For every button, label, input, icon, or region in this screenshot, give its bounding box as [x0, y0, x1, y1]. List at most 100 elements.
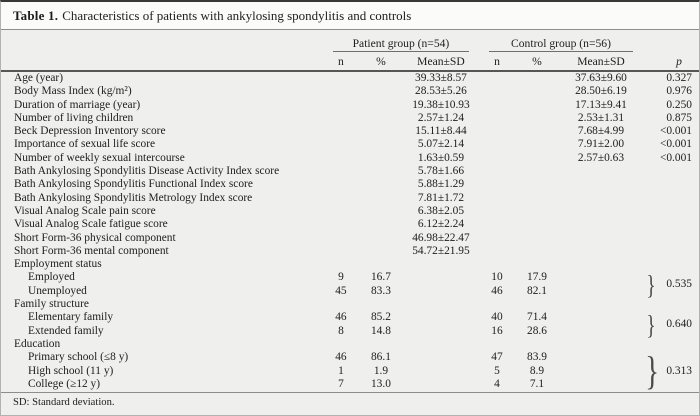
cell-percent: [515, 338, 559, 351]
cell-p-value: 0.976: [666, 85, 692, 98]
data-table: Patient group (n=54) Control group (n=56…: [1, 30, 699, 391]
col-header-n: n: [322, 52, 359, 72]
row-label: Duration of marriage (year): [14, 98, 141, 111]
table-row: College (≥12 y) 7 13.0 4 7.1: [1, 378, 699, 391]
cell-mean-sd: [403, 298, 479, 311]
row-label: Employment status: [14, 258, 102, 271]
cell-mean-sd: 39.33±8.57: [415, 72, 467, 84]
row-label: Elementary family: [28, 311, 114, 324]
col-header-pct: %: [358, 52, 403, 72]
cell-percent: [359, 138, 403, 151]
patient-group-cell: Patient group (n=54): [323, 30, 479, 52]
brace-cell: [643, 178, 659, 191]
cell-mean-sd: [403, 378, 479, 391]
cell-percent: [359, 258, 403, 271]
cell-mean-sd: 17.13±9.41: [575, 98, 627, 111]
cell-percent: 16.7: [370, 271, 391, 284]
cell-n: 10: [491, 271, 503, 284]
brace-cell: [643, 99, 659, 112]
table-body: Age (year) 39.33±8.57 37.63±9.60 0.327 Body …: [1, 71, 699, 391]
cell-mean-sd: 2.57±1.24: [417, 111, 465, 124]
row-label: Bath Ankylosing Spondylitis Disease Acti…: [14, 165, 280, 178]
row-label: Visual Analog Scale fatigue score: [14, 218, 168, 231]
cell-p-value: [659, 178, 699, 191]
cell-mean-sd: [559, 365, 643, 378]
brace-cell: [643, 165, 659, 178]
brace-cell: [643, 245, 659, 258]
empty-cell: [643, 30, 659, 52]
col-header-mean-sd: Mean±SD: [558, 52, 643, 72]
cell-n: [323, 112, 359, 125]
cell-n: [323, 178, 359, 191]
cell-n: [323, 232, 359, 245]
table-row: Number of weekly sexual intercourse 1.63±…: [1, 152, 699, 165]
brace-cell: [643, 205, 659, 218]
brace-cell: [643, 298, 659, 311]
cell-percent: [515, 99, 559, 112]
cell-n: [323, 205, 359, 218]
cell-mean-sd: [559, 178, 643, 191]
table-row: High school (11 y) 1 1.9 5 8.9: [1, 365, 699, 378]
cell-percent: 7.1: [529, 377, 545, 390]
cell-n: [323, 338, 359, 351]
cell-mean-sd: [559, 285, 643, 298]
row-label: Unemployed: [28, 284, 87, 297]
cell-p-value: [659, 338, 699, 351]
cell-n: [323, 165, 359, 178]
table-number: Table 1.: [13, 8, 59, 23]
brace-cell: [643, 232, 659, 245]
table-row: Duration of marriage (year) 19.38±10.93 17…: [1, 99, 699, 112]
table-row: Short Form-36 mental component 54.72±21.9…: [1, 245, 699, 258]
table-row: Bath Ankylosing Spondylitis Disease Acti…: [1, 165, 699, 178]
cell-n: [479, 71, 515, 85]
cell-mean-sd: [403, 258, 479, 271]
cell-percent: [359, 178, 403, 191]
cell-percent: 17.9: [527, 271, 547, 284]
row-label: Short Form-36 physical component: [14, 231, 176, 244]
cell-percent: 83.3: [370, 284, 391, 297]
cell-percent: 14.8: [370, 324, 391, 337]
cell-p-value: [659, 192, 699, 205]
cell-percent: [359, 205, 403, 218]
cell-n: 5: [494, 364, 500, 377]
row-label: Beck Depression Inventory score: [14, 125, 166, 138]
brace-cell: [643, 112, 659, 125]
cell-p-value: [659, 258, 699, 271]
row-label: Bath Ankylosing Spondylitis Metrology In…: [14, 191, 253, 204]
table-row: Beck Depression Inventory score 15.11±8.4…: [1, 125, 699, 138]
cell-mean-sd: [559, 311, 643, 324]
row-label: Importance of sexual life score: [14, 138, 156, 151]
col-header-pct: %: [514, 52, 559, 72]
cell-percent: [359, 298, 403, 311]
cell-mean-sd: [559, 192, 643, 205]
brace-cell: [643, 258, 659, 271]
section-row: Family structure: [1, 298, 699, 311]
cell-n: [479, 218, 515, 231]
cell-percent: [515, 71, 559, 85]
cell-n: 1: [338, 364, 344, 377]
cell-n: 40: [491, 311, 503, 324]
cell-percent: 86.1: [370, 351, 391, 364]
table-row: Employed 9 16.7 10 17.9} 0.535: [1, 271, 699, 298]
cell-mean-sd: 28.53±5.26: [415, 85, 467, 98]
cell-mean-sd: [559, 338, 643, 351]
col-header-p: p: [659, 52, 699, 72]
cell-n: [479, 152, 515, 165]
cell-percent: [359, 99, 403, 112]
row-label: Education: [14, 337, 61, 350]
cell-mean-sd: [403, 325, 479, 338]
cell-p-value: [659, 232, 699, 245]
cell-percent: [515, 192, 559, 205]
table-row: Unemployed 45 83.3 46 82.1: [1, 285, 699, 298]
curly-brace-icon: }: [646, 311, 656, 338]
brace-cell: [643, 85, 659, 98]
brace-cell: }: [643, 311, 659, 338]
table-row: Age (year) 39.33±8.57 37.63±9.60 0.327: [1, 71, 699, 85]
cell-percent: [359, 232, 403, 245]
cell-mean-sd: [403, 271, 479, 284]
cell-mean-sd: [559, 218, 643, 231]
cell-mean-sd: 7.91±2.00: [577, 138, 625, 151]
table-row: Bath Ankylosing Spondylitis Metrology In…: [1, 192, 699, 205]
cell-mean-sd: 5.07±2.14: [417, 138, 465, 151]
table-row: Elementary family 46 85.2 40 71.4} 0.640: [1, 311, 699, 338]
